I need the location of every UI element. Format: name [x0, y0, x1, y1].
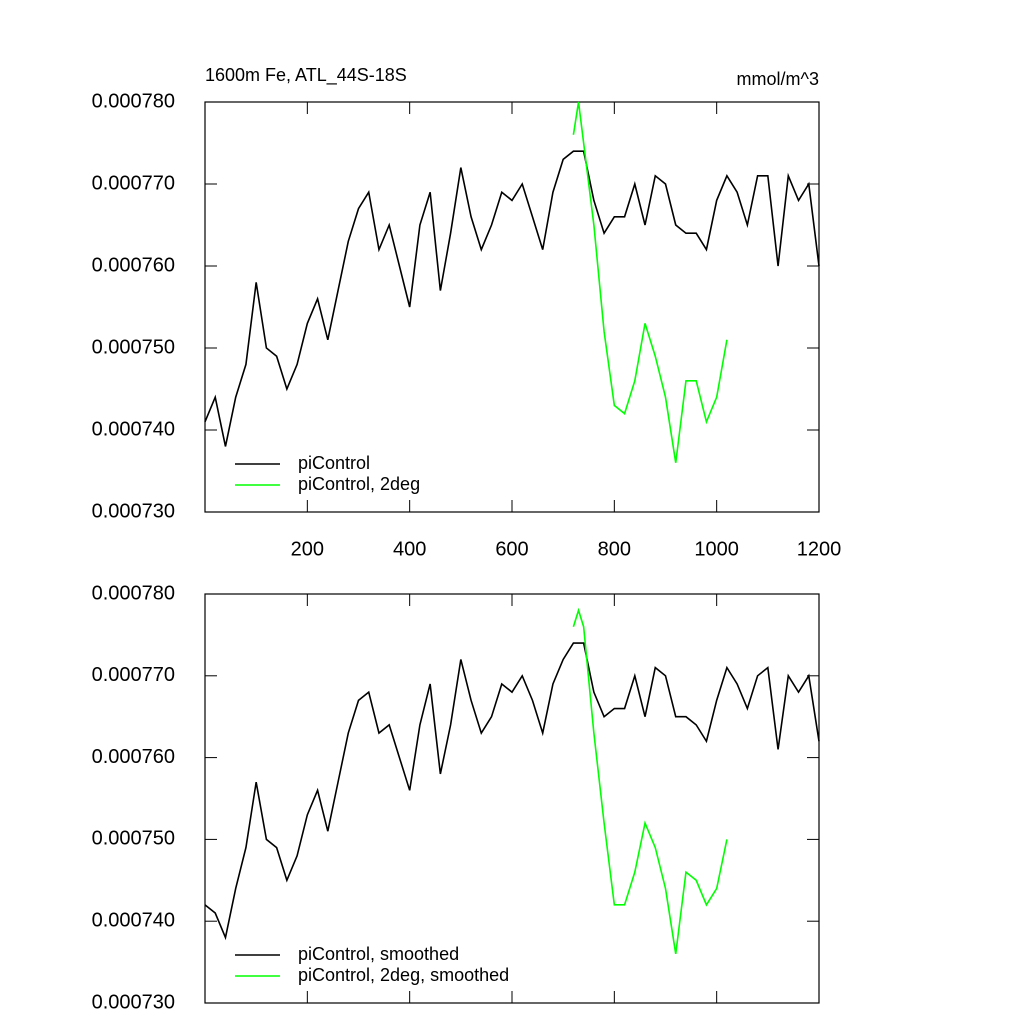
plot-frame — [204, 593, 820, 1004]
series-line — [572, 101, 728, 463]
x-tick-label: 1000 — [694, 538, 739, 560]
y-tick-label: 0.000780 — [92, 90, 175, 112]
x-tick-label: 1200 — [797, 538, 842, 560]
x-tick-label: 200 — [291, 538, 324, 560]
chart-title: 1600m Fe, ATL_44S-18S — [205, 65, 407, 86]
legend-label: piControl, 2deg, smoothed — [298, 965, 509, 985]
legend-label: piControl — [298, 453, 370, 473]
x-tick-label: 800 — [598, 538, 631, 560]
y-tick-label: 0.000740 — [92, 418, 175, 440]
x-tick-label: 400 — [393, 538, 426, 560]
series-line — [204, 150, 820, 447]
y-tick-label: 0.000760 — [92, 746, 175, 768]
y-tick-label: 0.000750 — [92, 336, 175, 358]
series-line — [204, 642, 820, 941]
legend-label: piControl, smoothed — [298, 944, 459, 964]
y-tick-label: 0.000740 — [92, 909, 175, 931]
y-tick-label: 0.000770 — [92, 172, 175, 194]
y-tick-label: 0.000780 — [92, 582, 175, 604]
units-label: mmol/m^3 — [737, 69, 819, 89]
plot-frame — [204, 101, 820, 513]
series-line — [572, 607, 728, 955]
x-tick-label: 600 — [495, 538, 528, 560]
y-tick-label: 0.000770 — [92, 664, 175, 686]
y-tick-label: 0.000730 — [92, 500, 175, 522]
y-tick-label: 0.000760 — [92, 254, 175, 276]
legend-label: piControl, 2deg — [298, 474, 420, 494]
y-tick-label: 0.000730 — [92, 991, 175, 1013]
y-tick-label: 0.000750 — [92, 828, 175, 850]
